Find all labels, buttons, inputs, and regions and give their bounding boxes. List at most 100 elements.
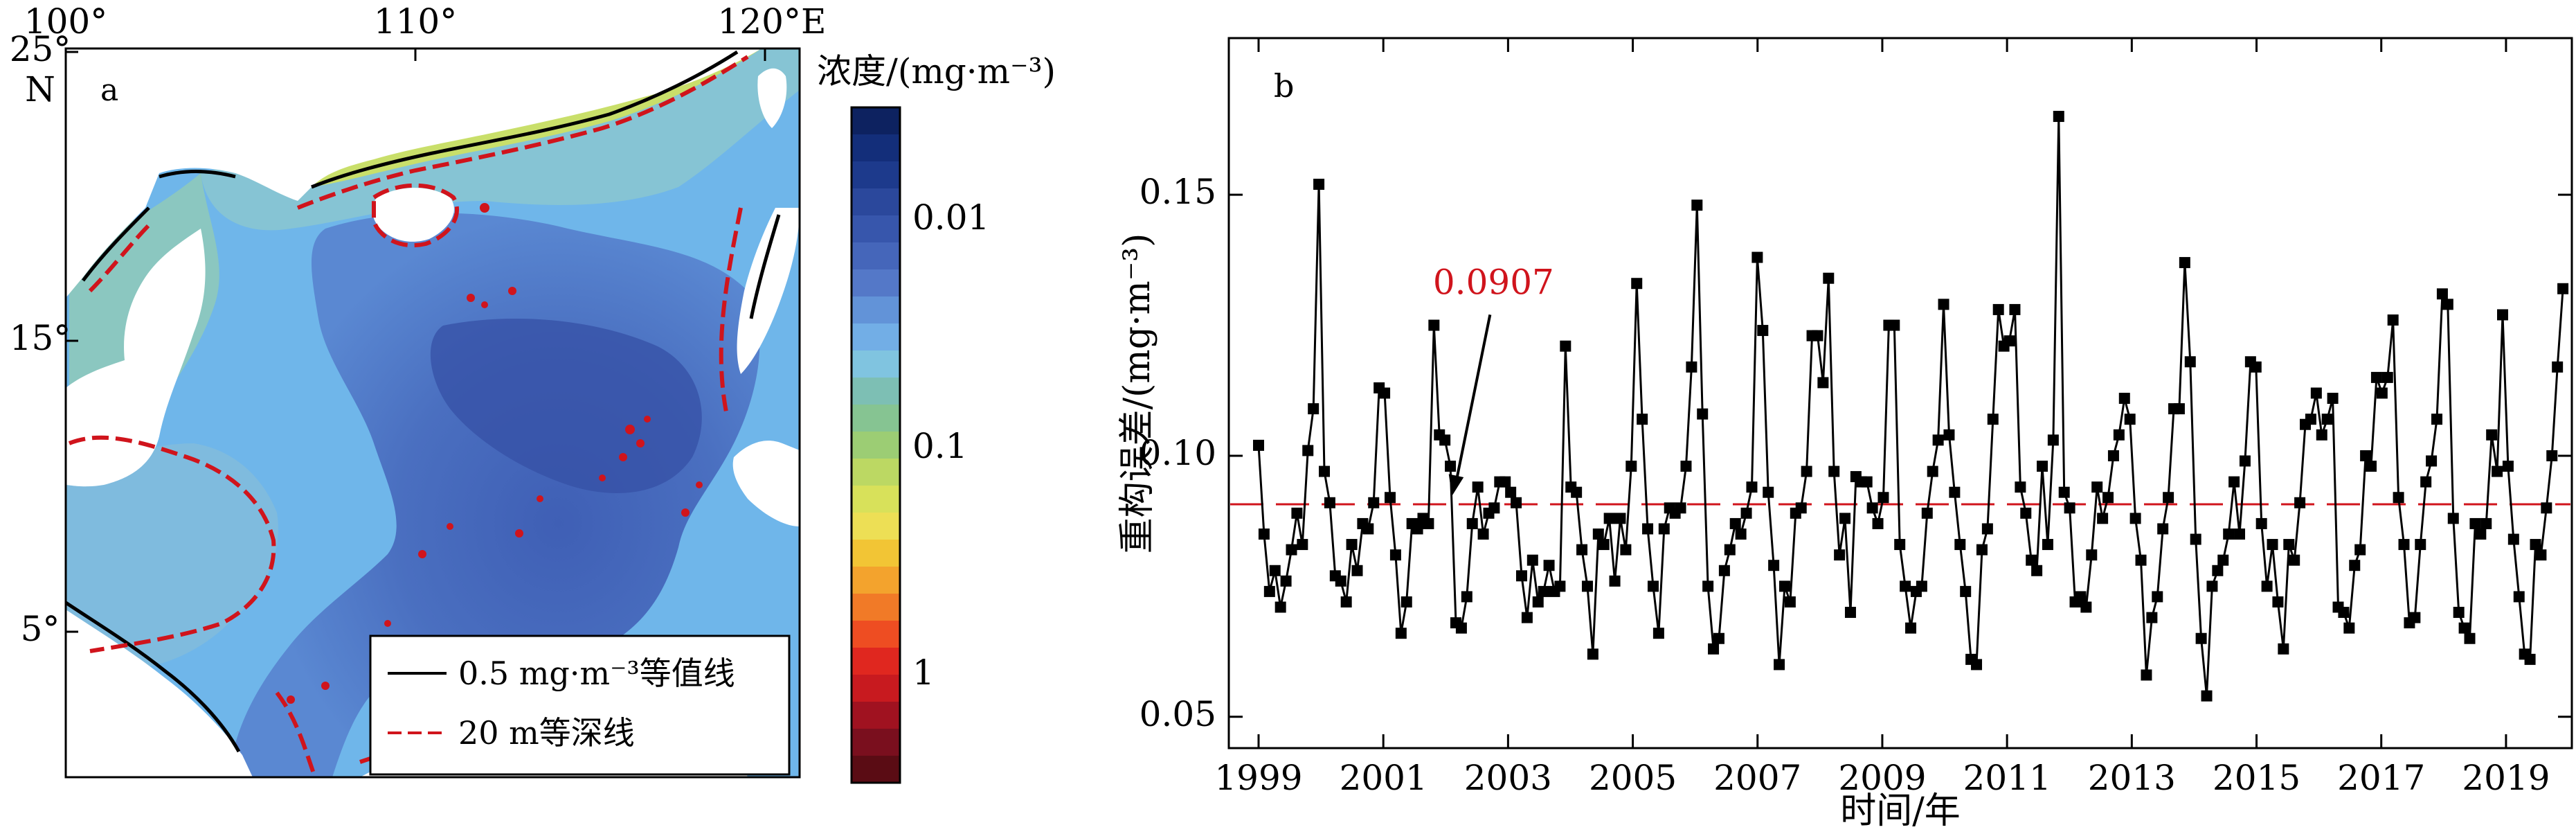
series-point <box>2426 455 2438 467</box>
colorbar-cell <box>852 621 900 648</box>
x-tick-label: 2007 <box>1713 758 1801 798</box>
series-point <box>2250 361 2262 373</box>
series-point <box>2031 565 2043 576</box>
series-point <box>2053 111 2064 123</box>
series-point <box>2118 393 2130 405</box>
series-point <box>1439 434 1451 446</box>
colorbar-cell <box>852 296 900 324</box>
series-point <box>1763 486 1774 498</box>
series-point <box>2464 632 2476 644</box>
series-point <box>1778 580 1790 592</box>
series-point <box>1499 476 1511 488</box>
series-point <box>1905 622 1917 634</box>
series-point <box>2075 591 2087 603</box>
series-point <box>1340 596 1352 607</box>
series-point <box>2026 554 2037 566</box>
series-point <box>2305 414 2316 425</box>
series-point <box>1318 465 1330 477</box>
colorbar-cell <box>852 242 900 270</box>
series-point <box>1987 414 1999 425</box>
map-frame <box>64 47 801 779</box>
series-point <box>1532 596 1544 607</box>
series-point <box>1680 461 1692 472</box>
axis-ticks <box>1229 38 2572 748</box>
colorbar-cell <box>852 486 900 513</box>
chlorophyll-map-panel: 100° 110° 120°E 25°N 15° 5° a 0.5 mg·m⁻³等值线 … <box>10 1 1056 784</box>
colorbar-cell <box>852 594 900 621</box>
series-point <box>2486 429 2498 441</box>
colorbar-cell <box>852 134 900 162</box>
deepest-core <box>430 319 702 493</box>
map-panel-label: a <box>100 73 118 108</box>
series-point <box>2535 549 2547 561</box>
colorbar-cell <box>852 513 900 540</box>
colorbar-cell <box>852 675 900 702</box>
series-point <box>1768 560 1780 571</box>
series-point <box>1313 179 1325 190</box>
y-axis-label: 重构误差/(mg·m⁻³) <box>1117 233 1158 554</box>
series-point <box>1652 628 1664 639</box>
map-x-tick-label: 110° <box>374 1 457 42</box>
map-x-ticks: 100° 110° 120°E <box>24 1 826 61</box>
series-point <box>1581 580 1593 592</box>
series-point <box>2179 257 2190 269</box>
series-point <box>1389 549 1401 561</box>
series-point <box>1423 517 1434 529</box>
series-point <box>2492 465 2503 477</box>
red-patches <box>287 203 703 704</box>
series-point <box>1697 408 1709 420</box>
map-y-tick-label: 15° <box>10 318 71 358</box>
series-point <box>1932 434 1944 446</box>
land-indochina <box>66 229 206 487</box>
series-point <box>1280 575 1292 587</box>
series-point <box>2020 507 2032 519</box>
series-point <box>2310 387 2322 399</box>
x-tick-label: 1999 <box>1214 758 1302 798</box>
legend-box <box>369 635 791 776</box>
series-point <box>1587 648 1598 660</box>
series-point <box>2497 309 2509 321</box>
series-point <box>1515 570 1527 582</box>
series-point <box>2453 607 2465 619</box>
series-point <box>2152 591 2163 603</box>
series-point <box>2354 544 2366 556</box>
series-point <box>1269 565 1281 576</box>
series-point <box>1592 528 1604 540</box>
colorbar-cell <box>852 540 900 567</box>
colorbar-cell <box>852 567 900 594</box>
colorbar-cell <box>852 378 900 405</box>
series-point <box>2541 502 2552 514</box>
series-point <box>1724 544 1736 556</box>
x-tick-label: 2015 <box>2213 758 2300 798</box>
series-point <box>2283 539 2295 551</box>
series-point <box>1839 513 1851 524</box>
legend-label-contour: 0.5 mg·m⁻³等值线 <box>458 655 735 692</box>
series-point <box>1751 251 1763 263</box>
colorbar-cell <box>852 188 900 216</box>
series-point <box>2381 371 2393 383</box>
series-point <box>1625 461 1637 472</box>
series-point <box>2255 517 2267 529</box>
series-point <box>1598 539 1610 551</box>
series-point <box>2513 591 2525 603</box>
series-point <box>1258 528 1270 540</box>
series-point <box>2086 549 2098 561</box>
colorbar-title: 浓度/(mg·m⁻³) <box>817 51 1056 91</box>
series-point <box>1921 507 1933 519</box>
series-point <box>1735 528 1747 540</box>
series-point <box>2409 612 2421 623</box>
series-point <box>1466 517 1478 529</box>
series-point <box>2442 299 2453 310</box>
series-point <box>2228 476 2240 488</box>
series-point <box>2294 497 2306 508</box>
series-point <box>1308 403 1319 415</box>
series-point <box>1872 517 1884 529</box>
series-point <box>1916 580 1927 592</box>
series-point <box>2064 502 2075 514</box>
series-point <box>1614 513 1626 524</box>
series-point <box>1538 585 1549 597</box>
colorbar-cell <box>852 269 900 297</box>
series-point <box>1368 497 1380 508</box>
series-point <box>2234 528 2246 540</box>
series-point <box>2267 539 2278 551</box>
